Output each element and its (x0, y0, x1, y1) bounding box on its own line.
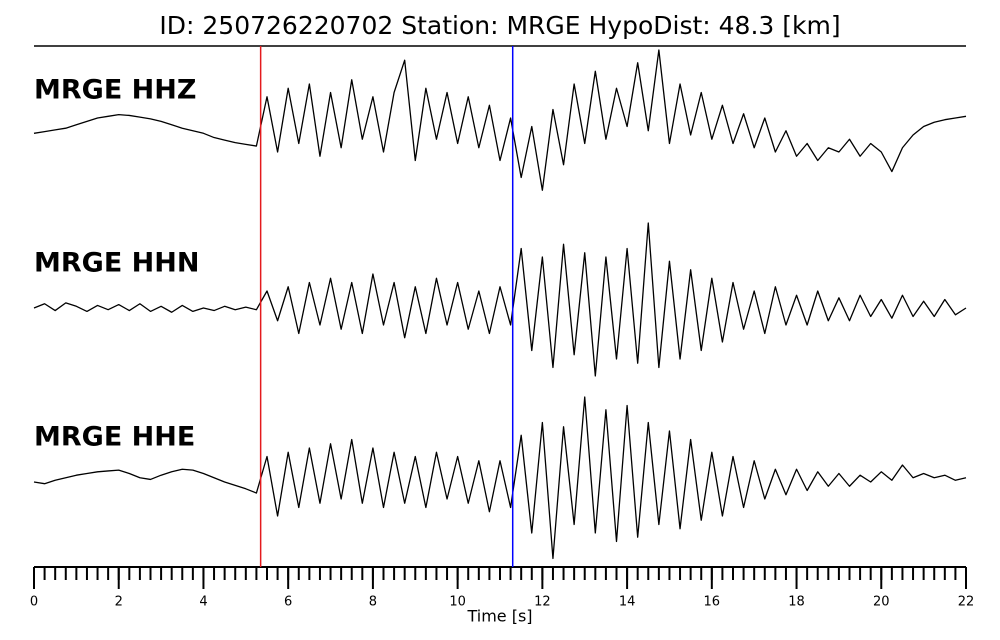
trace-label: MRGE HHE (34, 422, 195, 453)
trace-label: MRGE HHZ (34, 75, 196, 106)
x-tick-label: 18 (788, 595, 805, 610)
x-tick-label: 22 (958, 595, 975, 610)
x-tick-label: 4 (199, 595, 207, 610)
waveform (33, 49, 967, 191)
waveform (33, 222, 967, 377)
x-tick-label: 2 (115, 595, 123, 610)
chart-title: ID: 250726220702 Station: MRGE HypoDist:… (159, 11, 840, 40)
x-tick-label: 6 (284, 595, 292, 610)
x-tick-label: 20 (873, 595, 890, 610)
x-tick-label: 0 (30, 595, 38, 610)
x-tick-label: 16 (704, 595, 721, 610)
waveform (33, 396, 967, 560)
x-tick-label: 10 (449, 595, 466, 610)
x-tick-label: 12 (534, 595, 551, 610)
x-tick-label: 14 (619, 595, 636, 610)
x-axis-label: Time [s] (466, 607, 532, 626)
x-tick-label: 8 (369, 595, 377, 610)
trace-label: MRGE HHN (34, 248, 199, 279)
